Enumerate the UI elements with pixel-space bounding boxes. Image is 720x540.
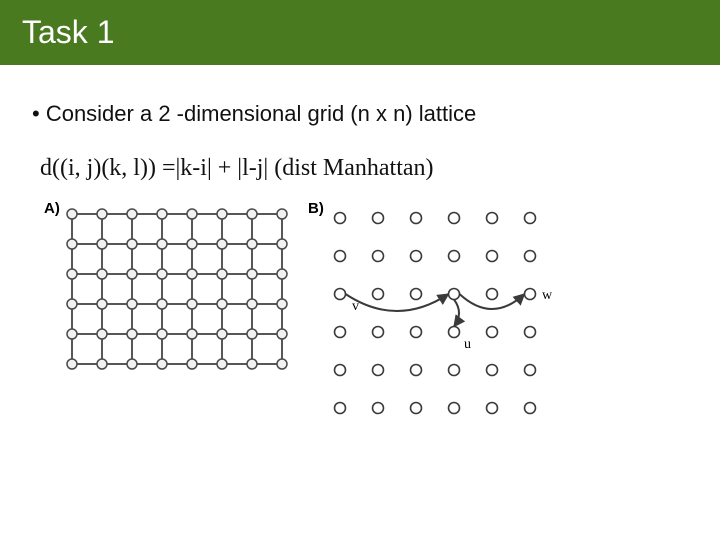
title-bar: Task 1 <box>0 0 720 65</box>
lattice-grid-svg <box>62 204 292 374</box>
content-area: • Consider a 2 -dimensional grid (n x n)… <box>0 65 720 422</box>
figures-row: A) B) vuw <box>32 204 688 422</box>
slide-title: Task 1 <box>22 14 698 51</box>
svg-text:u: u <box>464 337 471 352</box>
svg-text:v: v <box>352 299 359 314</box>
svg-text:w: w <box>542 288 553 303</box>
figure-a-label: A) <box>44 200 60 217</box>
distance-formula: d((i, j)(k, l)) =|k-i| + |l-j| (dist Man… <box>40 155 688 182</box>
figure-b: B) vuw <box>326 204 570 422</box>
figure-a: A) <box>62 204 292 374</box>
lattice-arcs-svg: v u w <box>326 204 570 422</box>
figure-b-label: B) <box>308 200 324 217</box>
bullet-text: • Consider a 2 -dimensional grid (n x n)… <box>32 101 688 127</box>
